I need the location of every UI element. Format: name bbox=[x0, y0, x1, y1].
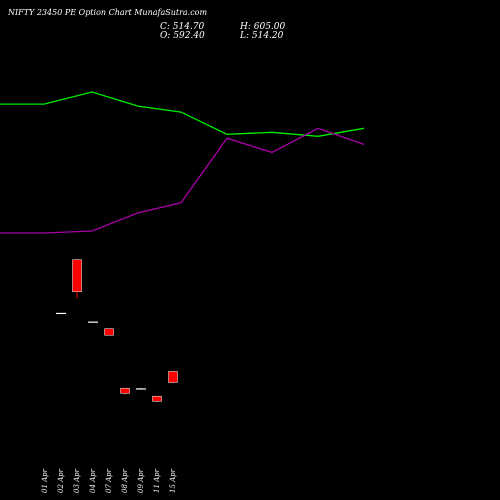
candle-body bbox=[104, 328, 114, 336]
x-tick-label: 03 Apr bbox=[73, 468, 81, 493]
green-line-series bbox=[0, 91, 365, 137]
x-tick-label: 07 Apr bbox=[105, 468, 113, 493]
chart-title: NIFTY 23450 PE Option Chart MunafaSutra.… bbox=[8, 8, 208, 17]
x-tick-label: 01 Apr bbox=[41, 468, 49, 493]
close-value: C: 514.70 bbox=[160, 22, 205, 32]
open-value: O: 592.40 bbox=[160, 31, 205, 41]
x-tick-label: 04 Apr bbox=[89, 468, 97, 493]
candle-body bbox=[72, 259, 82, 292]
x-tick-label: 11 Apr bbox=[153, 468, 161, 493]
magenta-line-series bbox=[0, 127, 365, 234]
low-value: L: 514.20 bbox=[240, 31, 284, 41]
candle-body bbox=[152, 395, 162, 402]
high-value: H: 605.00 bbox=[240, 22, 286, 32]
x-tick-label: 08 Apr bbox=[121, 468, 129, 493]
x-tick-label: 09 Apr bbox=[137, 468, 145, 493]
x-tick-label: 02 Apr bbox=[57, 468, 65, 493]
x-tick-label: 15 Apr bbox=[169, 468, 177, 493]
candle-body bbox=[120, 387, 130, 394]
candle-body bbox=[168, 371, 178, 383]
